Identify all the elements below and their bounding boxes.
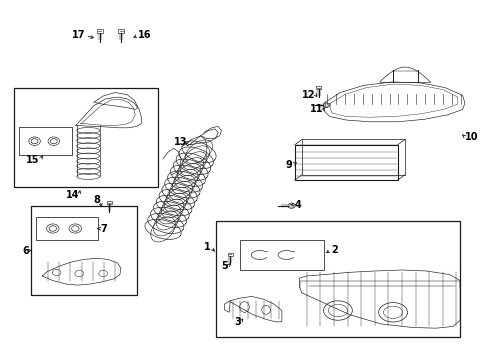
Text: 3: 3 — [234, 317, 241, 327]
Bar — [118, 30, 124, 32]
Bar — [316, 86, 321, 89]
Bar — [19, 127, 72, 155]
Text: 16: 16 — [138, 30, 151, 40]
Text: 8: 8 — [93, 195, 100, 206]
Bar — [227, 253, 232, 256]
Text: 10: 10 — [464, 132, 477, 142]
Text: 11: 11 — [309, 104, 323, 114]
Bar — [294, 145, 397, 180]
Text: 6: 6 — [22, 246, 29, 256]
Text: 12: 12 — [301, 90, 315, 100]
Bar — [215, 221, 459, 337]
Text: 9: 9 — [285, 160, 292, 170]
Text: 2: 2 — [330, 245, 337, 255]
Text: 15: 15 — [26, 154, 40, 165]
Bar — [302, 139, 404, 175]
Text: 4: 4 — [294, 200, 301, 210]
Text: 5: 5 — [221, 261, 227, 271]
Text: 14: 14 — [65, 190, 79, 200]
Bar — [239, 240, 323, 270]
Bar — [106, 201, 112, 204]
Bar — [31, 207, 137, 294]
Bar — [36, 217, 98, 240]
Text: 7: 7 — [101, 224, 107, 234]
Text: 13: 13 — [173, 137, 186, 147]
Text: 17: 17 — [72, 30, 85, 40]
Bar — [97, 30, 102, 32]
Bar — [15, 88, 158, 187]
Text: 1: 1 — [204, 242, 210, 252]
